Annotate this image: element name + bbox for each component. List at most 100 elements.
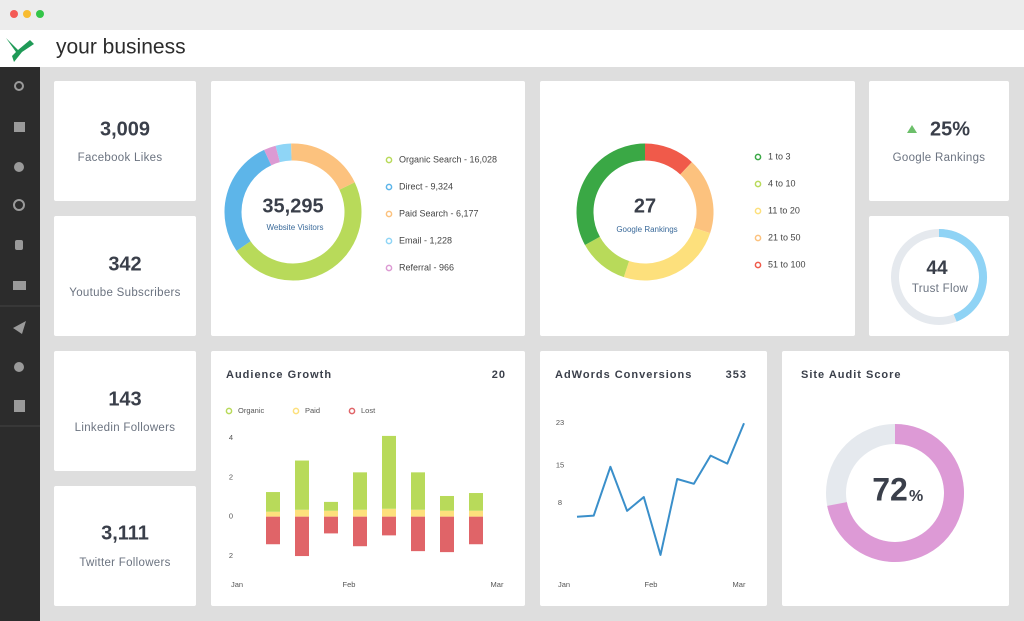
audit-unit: %: [909, 488, 923, 505]
x-tick-label: Mar: [733, 580, 746, 589]
kpi-value: 342: [108, 253, 141, 275]
ring-progress: [827, 424, 964, 562]
donut-label: Website Visitors: [266, 223, 323, 232]
bar-segment: [411, 516, 425, 552]
card: [869, 81, 1009, 201]
legend-label: Referral - 966: [399, 262, 454, 272]
bar-segment: [382, 516, 396, 536]
bar-segment: [353, 472, 367, 510]
card-title: Audience Growth: [226, 369, 332, 381]
card-title: Site Audit Score: [801, 369, 902, 381]
minimize-button[interactable]: [23, 10, 31, 18]
x-tick-label: Jan: [558, 580, 570, 589]
card: [211, 351, 525, 606]
bar-segment: [353, 509, 367, 517]
bar-segment: [411, 472, 425, 510]
kpi-value: 143: [108, 388, 141, 410]
card-total: 353: [726, 369, 747, 381]
legend-label: Organic: [238, 406, 265, 415]
bar-segment: [266, 511, 280, 517]
logo[interactable]: [6, 38, 34, 62]
donut-total: 35,295: [262, 195, 323, 217]
legend-marker: [348, 407, 356, 415]
card-total: 20: [492, 369, 506, 381]
legend-marker: [754, 261, 762, 269]
donut-segment: [623, 227, 711, 281]
line: [576, 422, 745, 556]
y-tick-label: 4: [229, 433, 233, 442]
legend-marker: [292, 407, 300, 415]
send-icon[interactable]: [13, 321, 26, 334]
legend-marker: [754, 180, 762, 188]
legend-label: 4 to 10: [768, 178, 796, 188]
donut-segment: [224, 149, 272, 251]
bar-segment: [469, 516, 483, 545]
kpi-label: Google Rankings: [893, 152, 986, 164]
close-button[interactable]: [10, 10, 18, 18]
y-tick-label: 0: [229, 512, 233, 521]
legend-label: Email - 1,228: [399, 235, 452, 245]
donut-segment: [644, 143, 692, 175]
donut-segment: [264, 145, 281, 166]
search-icon[interactable]: [14, 81, 24, 91]
y-tick-label: 8: [558, 498, 562, 507]
kpi-value: 3,111: [101, 522, 149, 544]
mail-icon[interactable]: [13, 281, 26, 290]
bar-segment: [469, 510, 483, 517]
tasks-icon[interactable]: [14, 400, 25, 412]
legend-marker: [385, 237, 393, 245]
donut-segment: [236, 182, 362, 281]
card: [54, 486, 196, 606]
sidebar: [0, 67, 40, 621]
mention-icon[interactable]: [13, 199, 25, 211]
bar-segment: [266, 492, 280, 512]
bar-segment: [440, 510, 454, 517]
kpi-value: 3,009: [100, 118, 150, 140]
bar-segment: [382, 508, 396, 517]
trust-value: 44: [926, 258, 948, 279]
legend-marker: [754, 234, 762, 242]
up-arrow: [907, 125, 917, 133]
y-tick-label: 23: [556, 418, 564, 427]
phone-icon[interactable]: [15, 240, 23, 250]
kpi-value: 25%: [930, 118, 970, 140]
user-icon[interactable]: [14, 362, 24, 372]
legend-marker: [754, 153, 762, 161]
header: [0, 30, 1024, 67]
kpi-label: Facebook Likes: [78, 152, 163, 164]
legend-marker: [385, 264, 393, 272]
bar-segment: [266, 516, 280, 545]
legend-label: Organic Search - 16,028: [399, 154, 497, 164]
y-tick-label: 2: [229, 551, 233, 560]
card: [782, 351, 1009, 606]
card-title: AdWords Conversions: [555, 369, 692, 381]
donut-label: Google Rankings: [616, 225, 677, 234]
y-tick-label: 2: [229, 472, 233, 481]
kpi-label: Twitter Followers: [79, 557, 170, 569]
legend-marker: [385, 210, 393, 218]
x-tick-label: Mar: [491, 580, 504, 589]
chat-icon[interactable]: [14, 162, 24, 172]
maximize-button[interactable]: [36, 10, 44, 18]
x-tick-label: Feb: [343, 580, 356, 589]
audit-value: 72: [872, 471, 908, 507]
kpi-label: Linkedin Followers: [75, 422, 176, 434]
kpi-label: Youtube Subscribers: [69, 287, 180, 299]
legend-label: 1 to 3: [768, 151, 791, 161]
reports-icon[interactable]: [14, 122, 25, 132]
x-tick-label: Feb: [645, 580, 658, 589]
bar-segment: [440, 495, 454, 511]
ring-progress: [938, 229, 987, 322]
legend-label: Paid Search - 6,177: [399, 208, 479, 218]
window-bar: [0, 0, 1024, 30]
bar-segment: [353, 516, 367, 547]
bar-segment: [324, 510, 338, 517]
y-tick-label: 15: [556, 461, 564, 470]
legend-label: Lost: [361, 406, 376, 415]
donut-segment: [679, 162, 714, 234]
legend-label: 21 to 50: [768, 232, 801, 242]
legend-marker: [754, 207, 762, 215]
card: [54, 351, 196, 471]
donut-segment: [584, 236, 630, 278]
bar-segment: [411, 509, 425, 517]
